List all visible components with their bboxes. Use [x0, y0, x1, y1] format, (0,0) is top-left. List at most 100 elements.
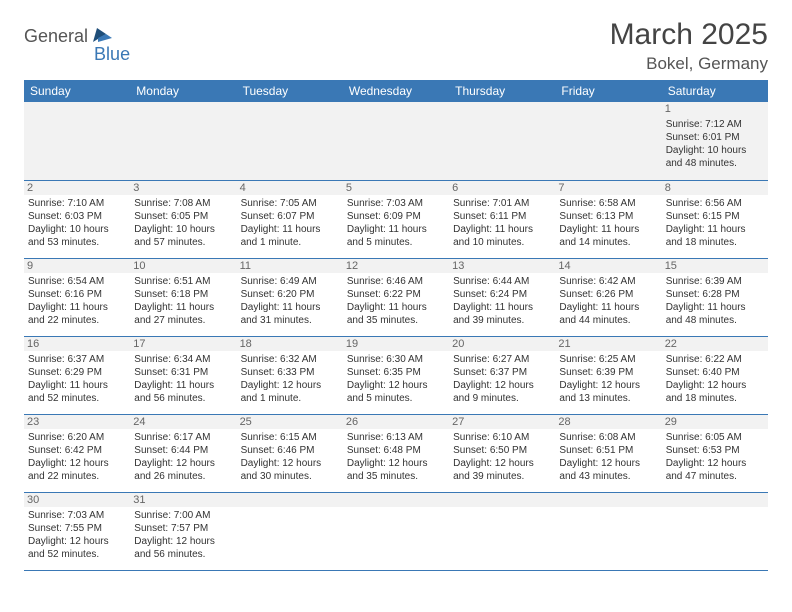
- calendar-cell: 25Sunrise: 6:15 AMSunset: 6:46 PMDayligh…: [237, 414, 343, 492]
- calendar-cell: 2 Sunrise: 7:10 AMSunset: 6:03 PMDaylight…: [24, 180, 130, 258]
- day-number: 20: [449, 337, 555, 351]
- weekday-header: Friday: [555, 80, 661, 102]
- day-details: Sunrise: 6:22 AMSunset: 6:40 PMDaylight:…: [666, 353, 764, 405]
- day-number: 12: [343, 259, 449, 273]
- calendar-cell: 23 Sunrise: 6:20 AMSunset: 6:42 PMDayligh…: [24, 414, 130, 492]
- day-number: 11: [237, 259, 343, 273]
- header: General Blue March 2025 Bokel, Germany: [24, 18, 768, 74]
- calendar-cell: 22 Sunrise: 6:22 AMSunset: 6:40 PMDayligh…: [662, 336, 768, 414]
- day-details: Sunrise: 7:10 AMSunset: 6:03 PMDaylight:…: [28, 197, 126, 249]
- day-number: 15: [662, 259, 768, 273]
- calendar-cell: 29 Sunrise: 6:05 AMSunset: 6:53 PMDayligh…: [662, 414, 768, 492]
- day-number: 5: [343, 181, 449, 195]
- day-details: Sunrise: 6:25 AMSunset: 6:39 PMDaylight:…: [559, 353, 657, 405]
- day-details: Sunrise: 6:30 AMSunset: 6:35 PMDaylight:…: [347, 353, 445, 405]
- weekday-header: Thursday: [449, 80, 555, 102]
- day-number: 4: [237, 181, 343, 195]
- day-details: Sunrise: 6:34 AMSunset: 6:31 PMDaylight:…: [134, 353, 232, 405]
- day-number: 3: [130, 181, 236, 195]
- calendar-cell: [130, 102, 236, 180]
- day-number: 2: [24, 181, 130, 195]
- day-details: Sunrise: 7:05 AMSunset: 6:07 PMDaylight:…: [241, 197, 339, 249]
- calendar-cell: [555, 102, 661, 180]
- day-number: 23: [24, 415, 130, 429]
- day-number: 8: [662, 181, 768, 195]
- day-number: 19: [343, 337, 449, 351]
- calendar-cell: 13 Sunrise: 6:44 AMSunset: 6:24 PMDayligh…: [449, 258, 555, 336]
- day-number: 27: [449, 415, 555, 429]
- calendar-cell: 24 Sunrise: 6:17 AMSunset: 6:44 PMDayligh…: [130, 414, 236, 492]
- day-details: Sunrise: 7:08 AMSunset: 6:05 PMDaylight:…: [134, 197, 232, 249]
- day-details: Sunrise: 6:17 AMSunset: 6:44 PMDaylight:…: [134, 431, 232, 483]
- day-details: Sunrise: 6:44 AMSunset: 6:24 PMDaylight:…: [453, 275, 551, 327]
- day-number: 29: [662, 415, 768, 429]
- day-details: Sunrise: 7:03 AMSunset: 6:09 PMDaylight:…: [347, 197, 445, 249]
- calendar-cell: 21 Sunrise: 6:25 AMSunset: 6:39 PMDayligh…: [555, 336, 661, 414]
- day-number: 26: [343, 415, 449, 429]
- calendar-cell: 26 Sunrise: 6:13 AMSunset: 6:48 PMDayligh…: [343, 414, 449, 492]
- calendar-cell: 10Sunrise: 6:51 AMSunset: 6:18 PMDayligh…: [130, 258, 236, 336]
- day-number: 31: [130, 493, 236, 507]
- weekday-header: Monday: [130, 80, 236, 102]
- weekday-header: Wednesday: [343, 80, 449, 102]
- calendar-table: SundayMondayTuesdayWednesdayThursdayFrid…: [24, 80, 768, 571]
- day-number: 1: [662, 102, 768, 116]
- calendar-cell: 5 Sunrise: 7:03 AMSunset: 6:09 PMDaylight…: [343, 180, 449, 258]
- calendar-cell: [24, 102, 130, 180]
- day-details: Sunrise: 7:03 AMSunset: 7:55 PMDaylight:…: [28, 509, 126, 561]
- calendar-cell: 14 Sunrise: 6:42 AMSunset: 6:26 PMDayligh…: [555, 258, 661, 336]
- calendar-cell: 31 Sunrise: 7:00 AMSunset: 7:57 PMDayligh…: [130, 492, 236, 570]
- calendar-cell: [662, 492, 768, 570]
- day-details: Sunrise: 6:05 AMSunset: 6:53 PMDaylight:…: [666, 431, 764, 483]
- calendar-row: 9 Sunrise: 6:54 AMSunset: 6:16 PMDaylight…: [24, 258, 768, 336]
- day-number: 17: [130, 337, 236, 351]
- day-details: Sunrise: 6:54 AMSunset: 6:16 PMDaylight:…: [28, 275, 126, 327]
- calendar-cell: 16 Sunrise: 6:37 AMSunset: 6:29 PMDayligh…: [24, 336, 130, 414]
- day-details: Sunrise: 6:32 AMSunset: 6:33 PMDaylight:…: [241, 353, 339, 405]
- day-number: 28: [555, 415, 661, 429]
- day-number: 22: [662, 337, 768, 351]
- day-number: 14: [555, 259, 661, 273]
- calendar-cell: 17 Sunrise: 6:34 AMSunset: 6:31 PMDayligh…: [130, 336, 236, 414]
- calendar-cell: 3 Sunrise: 7:08 AMSunset: 6:05 PMDaylight…: [130, 180, 236, 258]
- calendar-row: 16 Sunrise: 6:37 AMSunset: 6:29 PMDayligh…: [24, 336, 768, 414]
- day-details: Sunrise: 6:37 AMSunset: 6:29 PMDaylight:…: [28, 353, 126, 405]
- calendar-cell: 19 Sunrise: 6:30 AMSunset: 6:35 PMDayligh…: [343, 336, 449, 414]
- day-number: 24: [130, 415, 236, 429]
- calendar-row: 2 Sunrise: 7:10 AMSunset: 6:03 PMDaylight…: [24, 180, 768, 258]
- calendar-cell: 27Sunrise: 6:10 AMSunset: 6:50 PMDayligh…: [449, 414, 555, 492]
- logo: General Blue: [24, 26, 130, 65]
- day-number: 10: [130, 259, 236, 273]
- day-number: 25: [237, 415, 343, 429]
- day-details: Sunrise: 6:20 AMSunset: 6:42 PMDaylight:…: [28, 431, 126, 483]
- day-number: 9: [24, 259, 130, 273]
- calendar-cell: 11Sunrise: 6:49 AMSunset: 6:20 PMDayligh…: [237, 258, 343, 336]
- weekday-header: Tuesday: [237, 80, 343, 102]
- title-block: March 2025 Bokel, Germany: [610, 18, 768, 74]
- weekday-header: Sunday: [24, 80, 130, 102]
- calendar-cell: [237, 102, 343, 180]
- day-number: 18: [237, 337, 343, 351]
- calendar-cell: [555, 492, 661, 570]
- day-details: Sunrise: 6:56 AMSunset: 6:15 PMDaylight:…: [666, 197, 764, 249]
- day-number: 21: [555, 337, 661, 351]
- month-title: March 2025: [610, 18, 768, 52]
- day-number: 16: [24, 337, 130, 351]
- day-details: Sunrise: 6:46 AMSunset: 6:22 PMDaylight:…: [347, 275, 445, 327]
- calendar-cell: 7Sunrise: 6:58 AMSunset: 6:13 PMDaylight…: [555, 180, 661, 258]
- logo-text-blue: Blue: [94, 44, 130, 65]
- day-details: Sunrise: 6:42 AMSunset: 6:26 PMDaylight:…: [559, 275, 657, 327]
- calendar-row: 1Sunrise: 7:12 AMSunset: 6:01 PMDaylight…: [24, 102, 768, 180]
- logo-text-general: General: [24, 26, 88, 47]
- calendar-cell: 1Sunrise: 7:12 AMSunset: 6:01 PMDaylight…: [662, 102, 768, 180]
- calendar-cell: 20 Sunrise: 6:27 AMSunset: 6:37 PMDayligh…: [449, 336, 555, 414]
- day-details: Sunrise: 6:13 AMSunset: 6:48 PMDaylight:…: [347, 431, 445, 483]
- day-details: Sunrise: 6:27 AMSunset: 6:37 PMDaylight:…: [453, 353, 551, 405]
- day-details: Sunrise: 7:00 AMSunset: 7:57 PMDaylight:…: [134, 509, 232, 561]
- day-details: Sunrise: 7:01 AMSunset: 6:11 PMDaylight:…: [453, 197, 551, 249]
- day-number: 13: [449, 259, 555, 273]
- calendar-cell: [343, 492, 449, 570]
- day-number: 30: [24, 493, 130, 507]
- day-details: Sunrise: 6:58 AMSunset: 6:13 PMDaylight:…: [559, 197, 657, 249]
- calendar-cell: [343, 102, 449, 180]
